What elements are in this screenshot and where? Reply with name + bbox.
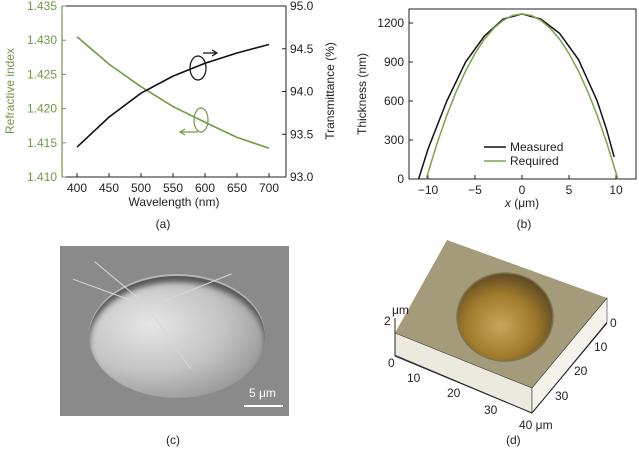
x-tick-label: 550 <box>163 181 183 195</box>
x-axis-label: Wavelength (nm) <box>129 195 220 209</box>
x-axis-label-var: x <box>504 196 512 210</box>
series-line-refractive-index <box>76 36 270 150</box>
y-tick-label-left: 1.420 <box>27 102 57 116</box>
y-tick-label-left: 1.410 <box>27 170 57 184</box>
legend-label-measured: Measured <box>510 140 563 154</box>
series-line-transmittance <box>76 43 270 148</box>
y-tick-label: 0 <box>397 172 404 186</box>
axis-indicator-ellipse <box>193 107 209 133</box>
x-axis-label: x (μm) <box>504 196 539 210</box>
y-tick-label: 30 <box>555 389 569 403</box>
y-tick-label-left: 1.435 <box>27 0 57 13</box>
chart-b: −10 −5 0 5 10 0 300 600 900 1200 x (μm) Thickness (… <box>355 8 637 231</box>
caption-a: (a) <box>156 217 171 231</box>
y-tick-label-right: 94.0 <box>290 85 314 99</box>
chart-a: 400 450 500 550 600 650 700 1.410 1.415 1.420 1.42… <box>3 0 337 231</box>
x-axis-label-unit: (μm) <box>511 196 539 210</box>
axis-indicator-ellipse <box>189 55 207 81</box>
lens-hole <box>456 272 554 362</box>
caption-c: (c) <box>166 433 180 447</box>
z-tick-label: 2 <box>384 314 391 328</box>
x-tick-label: −5 <box>468 183 482 197</box>
scale-bar <box>244 405 283 407</box>
y-tick-label-left: 1.415 <box>27 136 57 150</box>
x-tick-label: 400 <box>67 181 87 195</box>
series-line-required <box>425 13 619 180</box>
y-tick-label-right: 93.5 <box>290 127 314 141</box>
y-tick-label-right: 93.0 <box>290 170 314 184</box>
left-y-axis-label: Refractive index <box>3 48 17 134</box>
y-tick-label-right: 95.0 <box>290 0 314 13</box>
arrow-left-icon <box>178 128 198 136</box>
y-tick-label: 300 <box>384 133 404 147</box>
x-tick-label: 700 <box>259 181 279 195</box>
y-tick-label: 20 <box>574 364 588 378</box>
y-axis-label: Thickness (nm) <box>355 53 369 135</box>
x-tick-label: 20 <box>447 386 461 400</box>
x-tick-label: 650 <box>227 181 247 195</box>
x-tick-label: 600 <box>195 181 215 195</box>
x-tick-label: 30 <box>484 403 498 417</box>
block-side-face <box>531 297 608 414</box>
x-tick-label: 10 <box>407 371 421 385</box>
afm-3d-block <box>394 240 608 414</box>
y-tick-label: 10 <box>594 340 608 354</box>
scale-bar-label: 5 μm <box>249 386 276 400</box>
x-tick-label: 0 <box>519 183 526 197</box>
arrow-right-icon <box>203 49 219 57</box>
x-tick-label: 10 <box>609 183 623 197</box>
y-tick-label-right: 94.5 <box>290 42 314 56</box>
right-y-axis-label: Transmittance (%) <box>323 42 337 140</box>
sem-image: 5 μm <box>60 246 289 416</box>
z-unit-label: μm <box>392 303 409 317</box>
y-tick-label: 900 <box>384 55 404 69</box>
x-tick-label: 40 μm <box>519 418 553 432</box>
y-tick-label: 600 <box>384 94 404 108</box>
caption-b: (b) <box>517 217 532 231</box>
x-tick-label: 5 <box>566 183 573 197</box>
caption-d: (d) <box>506 433 521 447</box>
legend-label-required: Required <box>510 154 559 168</box>
x-tick-label: 0 <box>388 356 395 370</box>
y-tick-label: 0 <box>610 316 617 330</box>
y-tick-label: 1200 <box>377 16 404 30</box>
y-tick-label-left: 1.430 <box>27 33 57 47</box>
x-tick-label: 450 <box>99 181 119 195</box>
x-tick-label: 500 <box>131 181 151 195</box>
x-tick-label: −10 <box>418 183 439 197</box>
y-tick-label-left: 1.425 <box>27 67 57 81</box>
